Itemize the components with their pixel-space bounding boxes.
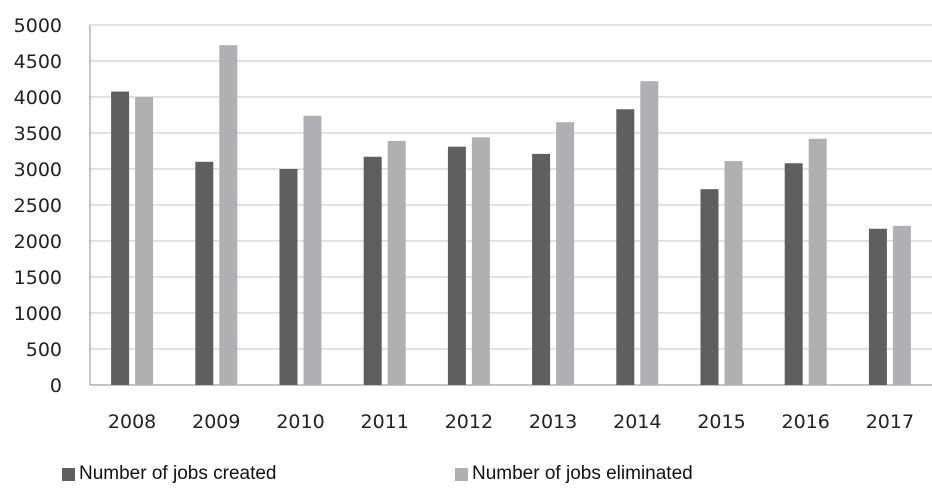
bar-created-2015 — [700, 189, 719, 385]
y-tick-label: 4000 — [14, 87, 62, 109]
bar-created-2011 — [363, 156, 382, 385]
bar-eliminated-2010 — [303, 115, 322, 385]
y-tick-label: 2000 — [14, 231, 62, 253]
legend-item-eliminated: Number of jobs eliminated — [455, 463, 693, 485]
bar-created-2016 — [784, 163, 803, 385]
y-tick-label: 3000 — [14, 159, 62, 181]
bar-eliminated-2016 — [808, 138, 827, 385]
x-tick-label: 2014 — [613, 411, 661, 433]
bars — [111, 45, 911, 386]
bar-eliminated-2008 — [135, 97, 154, 385]
bar-eliminated-2017 — [892, 225, 911, 385]
bar-created-2017 — [868, 228, 887, 385]
y-tick-label: 500 — [26, 339, 62, 361]
x-tick-label: 2009 — [192, 411, 240, 433]
y-tick-label: 1000 — [14, 303, 62, 325]
x-tick-label: 2017 — [866, 411, 914, 433]
x-axis-ticks: 2008 2009 2010 2011 2012 2013 2014 2015 2016 2017 — [108, 411, 914, 433]
bar-created-2012 — [447, 146, 466, 385]
legend: Number of jobs created Number of jobs el… — [0, 463, 932, 493]
legend-swatch-created — [62, 467, 75, 481]
x-tick-label: 2010 — [276, 411, 324, 433]
bar-eliminated-2011 — [387, 140, 406, 385]
y-axis-ticks: 0 500 1000 1500 2000 2500 3000 3500 4000 4500 5000 — [14, 15, 62, 397]
x-tick-label: 2008 — [108, 411, 156, 433]
bar-eliminated-2013 — [556, 122, 575, 385]
x-tick-label: 2015 — [697, 411, 745, 433]
bar-eliminated-2009 — [219, 45, 238, 385]
bar-eliminated-2012 — [471, 137, 490, 385]
bar-created-2010 — [279, 169, 298, 385]
x-tick-label: 2016 — [782, 411, 830, 433]
bar-created-2013 — [532, 153, 551, 385]
legend-item-created: Number of jobs created — [62, 463, 277, 485]
bar-created-2008 — [111, 91, 130, 385]
legend-swatch-eliminated — [455, 467, 468, 481]
y-tick-label: 2500 — [14, 195, 62, 217]
legend-label-eliminated: Number of jobs eliminated — [472, 463, 693, 484]
y-tick-label: 1500 — [14, 267, 62, 289]
bar-created-2009 — [195, 161, 214, 385]
x-tick-label: 2011 — [361, 411, 409, 433]
y-tick-label: 3500 — [14, 123, 62, 145]
bar-created-2014 — [616, 109, 635, 386]
y-tick-label: 5000 — [14, 15, 62, 37]
legend-label-created: Number of jobs created — [79, 463, 277, 484]
bar-eliminated-2015 — [724, 161, 743, 385]
y-tick-label: 4500 — [14, 51, 62, 73]
x-tick-label: 2013 — [529, 411, 577, 433]
bar-eliminated-2014 — [640, 81, 659, 385]
gridlines — [89, 24, 932, 386]
y-tick-label: 0 — [50, 375, 62, 397]
x-tick-label: 2012 — [445, 411, 493, 433]
